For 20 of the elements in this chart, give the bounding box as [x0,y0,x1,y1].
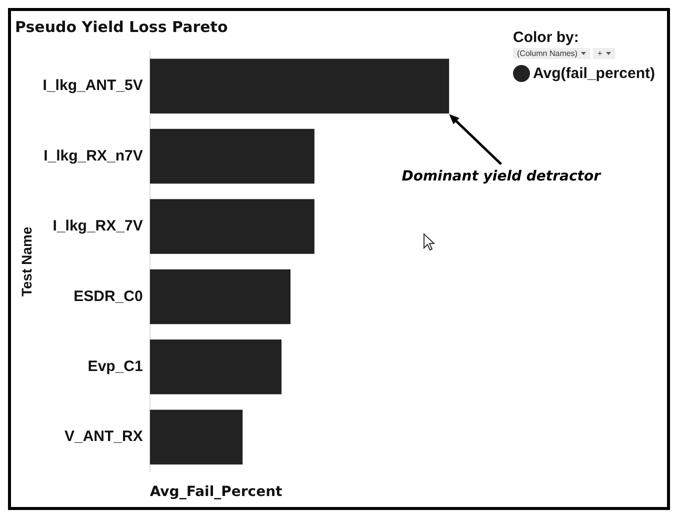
y-tick-label: ESDR_C0 [74,288,143,305]
text: (Column Names) [517,49,578,58]
y-axis-title: Test Name [18,226,34,296]
chart-title: Pseudo Yield Loss Pareto [15,18,228,36]
bar [150,410,243,464]
legend-label: Avg(fail_percent) [533,65,655,82]
annotation: Dominant yield detractor [402,168,602,185]
text: + [597,49,602,58]
y-tick-label: V_ANT_RX [64,428,143,446]
y-tick-label: I_lkg_RX_n7V [44,147,143,164]
bar [150,199,314,254]
bar [150,58,450,114]
y-tick-label: Evp_C1 [88,358,143,376]
y-tick-label: I_lkg_RX_7V [52,218,143,235]
legend-title: Color by: [513,29,580,46]
x-axis-title: Avg_Fail_Percent [150,484,283,500]
bar [150,340,282,394]
bar [150,128,314,184]
bar [150,269,290,324]
y-tick-label: I_lkg_ANT_5V [42,77,143,94]
